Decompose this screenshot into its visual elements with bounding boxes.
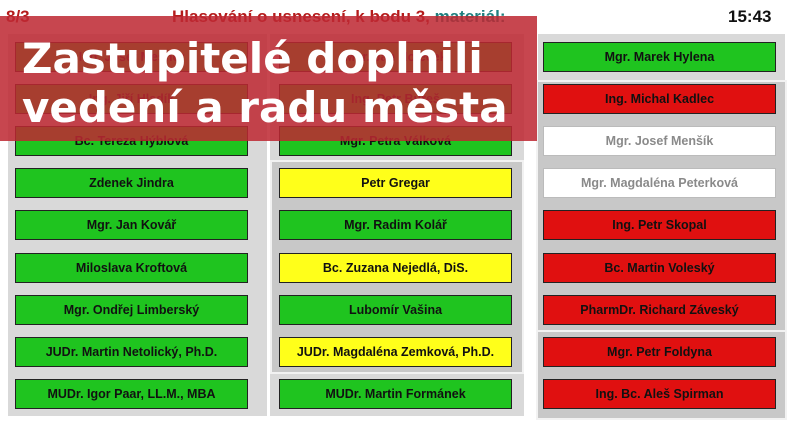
column3-card-7: PharmDr. Richard Záveský bbox=[543, 295, 776, 325]
column3-card-2: Ing. Michal Kadlec bbox=[543, 84, 776, 114]
column1-card-6: Miloslava Kroftová bbox=[15, 253, 248, 283]
column3-card-4: Mgr. Magdaléna Peterková bbox=[543, 168, 776, 198]
headline-text: Zastupitelé doplnili vedení a radu města bbox=[22, 34, 508, 132]
clock-time: 15:43 bbox=[728, 7, 772, 26]
column1-card-8: JUDr. Martin Netolický, Ph.D. bbox=[15, 337, 248, 367]
column3-card-3: Mgr. Josef Menšík bbox=[543, 126, 776, 156]
headline-line-1: Zastupitelé doplnili bbox=[22, 34, 483, 83]
column1-card-7: Mgr. Ondřej Limberský bbox=[15, 295, 248, 325]
column1-card-4: Zdenek Jindra bbox=[15, 168, 248, 198]
column2-card-4: Petr Gregar bbox=[279, 168, 512, 198]
column3-card-6: Bc. Martin Voleský bbox=[543, 253, 776, 283]
column1-card-5: Mgr. Jan Kovář bbox=[15, 210, 248, 240]
column1-card-9: MUDr. Igor Paar, LL.M., MBA bbox=[15, 379, 248, 409]
column3-card-8: Mgr. Petr Foldyna bbox=[543, 337, 776, 367]
column2-card-6: Bc. Zuzana Nejedlá, DiS. bbox=[279, 253, 512, 283]
column2-card-9: MUDr. Martin Formánek bbox=[279, 379, 512, 409]
column2-card-7: Lubomír Vašina bbox=[279, 295, 512, 325]
column3-card-5: Ing. Petr Skopal bbox=[543, 210, 776, 240]
column3-card-9: Ing. Bc. Aleš Spirman bbox=[543, 379, 776, 409]
column-3-group-top bbox=[536, 80, 787, 332]
headline-line-2: vedení a radu města bbox=[22, 83, 508, 132]
column2-card-5: Mgr. Radim Kolář bbox=[279, 210, 512, 240]
column3-card-1: Mgr. Marek Hylena bbox=[543, 42, 776, 72]
headline-banner: Zastupitelé doplnili vedení a radu města bbox=[0, 16, 537, 141]
column2-card-8: JUDr. Magdaléna Zemková, Ph.D. bbox=[279, 337, 512, 367]
